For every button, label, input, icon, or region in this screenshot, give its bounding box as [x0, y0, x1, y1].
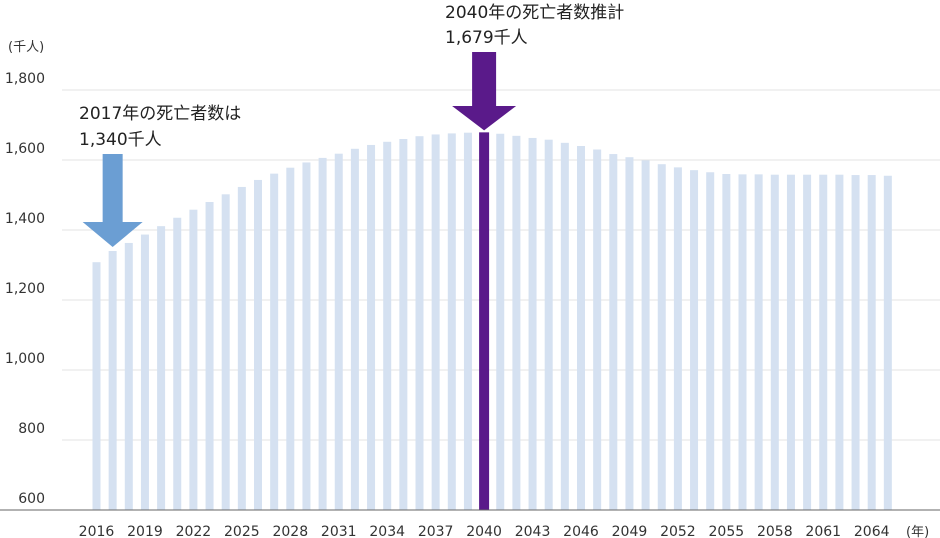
x-tick-labels: 2016 2019 2022 2025 2028 2031 2034 2037 2040 2043… [79, 524, 890, 538]
bar [286, 167, 295, 510]
bar [673, 167, 682, 510]
x-tick-label: 2025 [224, 524, 260, 538]
bar [690, 170, 699, 510]
bar [657, 164, 666, 510]
y-tick-label: 1,200 [5, 281, 45, 297]
bar [625, 157, 634, 510]
bar [205, 202, 214, 510]
bar-highlight [479, 132, 490, 510]
x-tick-label: 2037 [418, 524, 454, 538]
annotation-2017-line2: 1,340千人 [79, 130, 162, 150]
x-tick-label: 2061 [805, 524, 841, 538]
x-tick-label: 2028 [272, 524, 308, 538]
bar [270, 173, 279, 510]
x-tick-label: 2040 [466, 524, 502, 538]
bar [560, 142, 569, 510]
bar [254, 179, 262, 510]
bar [140, 234, 149, 511]
bar [108, 251, 117, 510]
bar [528, 137, 537, 510]
bar [334, 153, 343, 510]
bar [173, 217, 182, 510]
bar [786, 174, 795, 510]
bar [544, 139, 553, 510]
x-tick-label: 2064 [854, 524, 890, 538]
bar [383, 141, 392, 511]
bar [803, 174, 812, 510]
x-tick-label: 2022 [176, 524, 212, 538]
bar [189, 209, 198, 510]
bar [883, 175, 892, 510]
y-tick-label: 1,400 [5, 211, 45, 227]
bar [512, 135, 521, 510]
bars [92, 132, 892, 511]
annotation-2017-line1: 2017年の死亡者数は [79, 104, 241, 124]
bar [399, 139, 408, 510]
bar [706, 172, 715, 510]
x-tick-label: 2034 [369, 524, 405, 538]
x-tick-label: 2055 [709, 524, 745, 538]
bar [463, 132, 472, 510]
x-tick-label: 2058 [757, 524, 793, 538]
bar [754, 174, 763, 510]
y-tick-label: 1,800 [5, 71, 45, 87]
bar [770, 174, 779, 510]
bar [722, 174, 731, 510]
bar [157, 226, 166, 510]
x-tick-label: 2031 [321, 524, 357, 538]
bar [819, 174, 828, 510]
y-tick-label: 1,600 [5, 141, 45, 157]
y-tick-label: 600 [18, 491, 45, 507]
bar [835, 174, 844, 510]
annotation-2040-line2: 1,679千人 [445, 28, 528, 48]
bar [221, 194, 230, 511]
down-arrow-icon [452, 52, 517, 131]
down-arrow-icon [82, 154, 143, 247]
bar [641, 160, 650, 510]
x-tick-label: 2052 [660, 524, 696, 538]
bar [415, 136, 424, 510]
x-tick-label: 2016 [79, 524, 115, 538]
x-unit-label: (年) [906, 525, 929, 538]
y-tick-label: 800 [18, 421, 45, 437]
bar [318, 157, 327, 510]
bar [593, 149, 602, 510]
bar [367, 144, 376, 510]
y-tick-label: 1,000 [5, 351, 45, 367]
bar [577, 146, 585, 510]
x-tick-label: 2046 [563, 524, 599, 538]
bar [496, 133, 505, 510]
bar [447, 133, 456, 510]
bar [302, 162, 311, 510]
bar [609, 154, 618, 511]
bar [350, 148, 359, 511]
bar [237, 186, 246, 510]
bar [124, 242, 133, 510]
bar [738, 174, 747, 510]
y-unit-label: (千人) [8, 40, 44, 55]
annotation-2017: 2017年の死亡者数は 1,340千人 [79, 104, 241, 247]
bar [867, 175, 876, 511]
x-tick-label: 2043 [515, 524, 551, 538]
bar [851, 175, 860, 511]
bar [431, 134, 440, 510]
x-tick-label: 2019 [127, 524, 163, 538]
bar [92, 262, 101, 510]
x-tick-label: 2049 [612, 524, 648, 538]
annotation-2040: 2040年の死亡者数推計 1,679千人 [445, 3, 624, 131]
y-tick-labels: 1,800 1,600 1,400 1,200 1,000 800 600 [5, 71, 45, 507]
annotation-2040-line1: 2040年の死亡者数推計 [445, 3, 624, 23]
